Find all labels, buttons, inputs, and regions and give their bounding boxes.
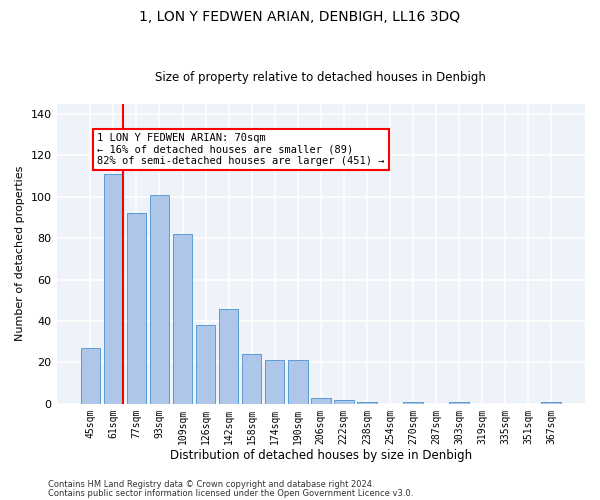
- Bar: [311, 398, 331, 404]
- Bar: [104, 174, 123, 404]
- Text: 1 LON Y FEDWEN ARIAN: 70sqm
← 16% of detached houses are smaller (89)
82% of sem: 1 LON Y FEDWEN ARIAN: 70sqm ← 16% of det…: [97, 132, 385, 166]
- Bar: [403, 402, 423, 404]
- Bar: [173, 234, 193, 404]
- Bar: [357, 402, 377, 404]
- Text: Contains HM Land Registry data © Crown copyright and database right 2024.: Contains HM Land Registry data © Crown c…: [48, 480, 374, 489]
- Bar: [149, 195, 169, 404]
- Bar: [541, 402, 561, 404]
- Bar: [449, 402, 469, 404]
- Bar: [219, 308, 238, 404]
- Y-axis label: Number of detached properties: Number of detached properties: [15, 166, 25, 342]
- Bar: [334, 400, 353, 404]
- Title: Size of property relative to detached houses in Denbigh: Size of property relative to detached ho…: [155, 72, 486, 85]
- Bar: [127, 214, 146, 404]
- Text: Contains public sector information licensed under the Open Government Licence v3: Contains public sector information licen…: [48, 488, 413, 498]
- Text: 1, LON Y FEDWEN ARIAN, DENBIGH, LL16 3DQ: 1, LON Y FEDWEN ARIAN, DENBIGH, LL16 3DQ: [139, 10, 461, 24]
- X-axis label: Distribution of detached houses by size in Denbigh: Distribution of detached houses by size …: [170, 450, 472, 462]
- Bar: [242, 354, 262, 404]
- Bar: [80, 348, 100, 404]
- Bar: [265, 360, 284, 404]
- Bar: [288, 360, 308, 404]
- Bar: [196, 325, 215, 404]
